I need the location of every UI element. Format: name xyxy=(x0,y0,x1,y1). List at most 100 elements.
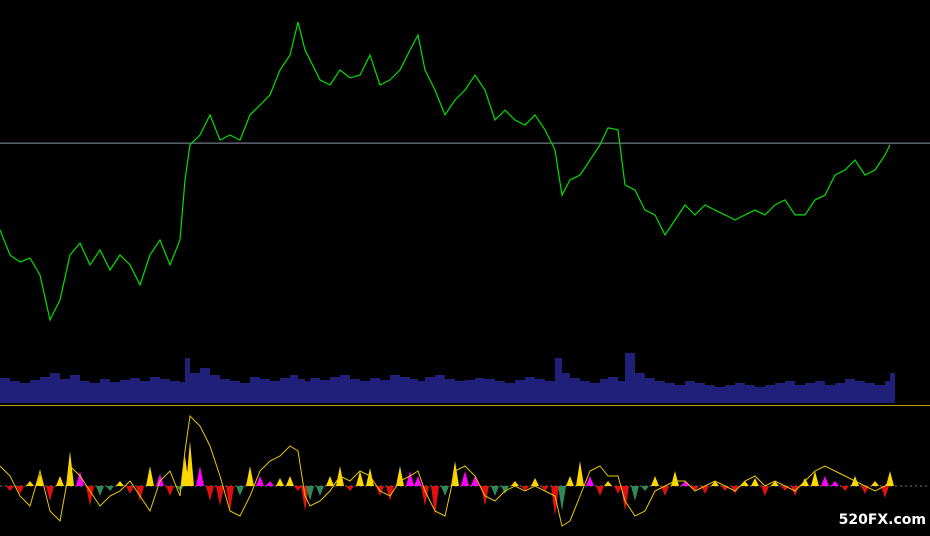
volume-bar xyxy=(40,377,50,403)
histogram-bar xyxy=(521,486,529,491)
volume-bar xyxy=(370,378,380,403)
histogram-bar xyxy=(226,486,234,511)
histogram-bar xyxy=(301,486,309,511)
histogram-bar xyxy=(881,486,889,498)
volume-bar xyxy=(60,379,70,403)
volume-bar xyxy=(785,381,795,403)
volume-bar xyxy=(170,381,180,403)
volume-bar xyxy=(418,381,425,403)
histogram-bar xyxy=(431,486,439,516)
histogram-bar xyxy=(396,466,404,486)
volume-bar xyxy=(635,373,645,403)
histogram-bar xyxy=(558,486,566,511)
volume-bar xyxy=(525,377,535,403)
volume-bar xyxy=(675,385,685,403)
histogram-bar xyxy=(721,486,729,491)
histogram-bar xyxy=(586,476,594,486)
volume-bar xyxy=(350,379,360,403)
volume-bar xyxy=(270,381,280,403)
histogram-bar xyxy=(501,486,509,494)
histogram-bar xyxy=(421,486,429,506)
histogram-bar xyxy=(196,466,204,486)
volume-bar xyxy=(10,381,20,403)
volume-bar xyxy=(310,378,320,403)
histogram-bar xyxy=(216,486,224,506)
histogram-bar xyxy=(731,486,739,494)
histogram-bar xyxy=(861,486,869,494)
volume-bar xyxy=(745,385,755,403)
volume-bar xyxy=(618,381,625,403)
histogram-bar xyxy=(126,486,134,494)
volume-bar xyxy=(260,379,270,403)
volume-bar xyxy=(875,385,885,403)
volume-bar xyxy=(140,381,150,403)
volume-bar xyxy=(0,378,10,403)
volume-bar xyxy=(505,383,515,403)
histogram-bar xyxy=(46,486,54,501)
volume-bar xyxy=(30,380,40,403)
histogram-bar xyxy=(176,486,184,491)
volume-bar xyxy=(425,377,435,403)
histogram-bar xyxy=(346,486,354,491)
histogram-bar xyxy=(36,474,44,486)
histogram-bar xyxy=(871,481,879,486)
volume-bar xyxy=(645,378,655,403)
histogram-bar xyxy=(566,476,574,486)
volume-bar xyxy=(250,377,260,403)
histogram-bar xyxy=(96,486,104,496)
histogram-bar xyxy=(306,486,314,501)
volume-bar xyxy=(515,380,525,403)
price-line xyxy=(0,21,891,322)
volume-bar xyxy=(655,381,665,403)
histogram-bar xyxy=(491,486,499,496)
volume-bar xyxy=(885,381,890,403)
volume-bar xyxy=(495,381,505,403)
histogram-bar xyxy=(441,486,449,496)
histogram-bar xyxy=(116,481,124,486)
volume-bar xyxy=(400,377,410,403)
histogram-bar xyxy=(604,481,612,486)
histogram-bar xyxy=(246,466,254,486)
histogram-bar xyxy=(681,481,689,486)
volume-bar xyxy=(590,383,600,403)
volume-bar xyxy=(330,377,340,403)
histogram-bar xyxy=(146,466,154,486)
volume-bar xyxy=(230,381,240,403)
histogram-bar xyxy=(406,471,414,486)
volume-bar xyxy=(410,379,418,403)
volume-bar xyxy=(360,381,370,403)
volume-bar xyxy=(305,381,310,403)
histogram-bar xyxy=(831,481,839,486)
volume-bar xyxy=(580,381,590,403)
histogram-bar xyxy=(106,486,114,491)
volume-bar xyxy=(475,378,485,403)
histogram-bar xyxy=(771,481,779,486)
histogram-bar xyxy=(841,486,849,491)
volume-bar xyxy=(765,385,775,403)
histogram-bar xyxy=(886,471,894,486)
volume-bar xyxy=(755,387,765,403)
histogram-bar xyxy=(156,474,164,486)
volume-bar xyxy=(795,385,805,403)
volume-bar xyxy=(545,381,555,403)
volume-bar xyxy=(80,381,90,403)
histogram-bar xyxy=(26,481,34,486)
volume-bar xyxy=(825,385,835,403)
histogram-bar xyxy=(541,486,549,491)
volume-bar xyxy=(220,379,230,403)
volume-bar xyxy=(815,381,825,403)
volume-bar xyxy=(190,373,200,403)
volume-bar xyxy=(160,379,170,403)
histogram-bar xyxy=(206,486,214,501)
histogram-bar xyxy=(741,481,749,486)
volume-bar xyxy=(600,379,608,403)
histogram-bar xyxy=(576,461,584,486)
volume-bar xyxy=(290,375,298,403)
histogram-bar xyxy=(461,471,469,486)
histogram-bar xyxy=(641,486,649,491)
histogram-bar xyxy=(751,478,759,486)
volume-bar xyxy=(695,383,705,403)
histogram-bar xyxy=(366,468,374,486)
